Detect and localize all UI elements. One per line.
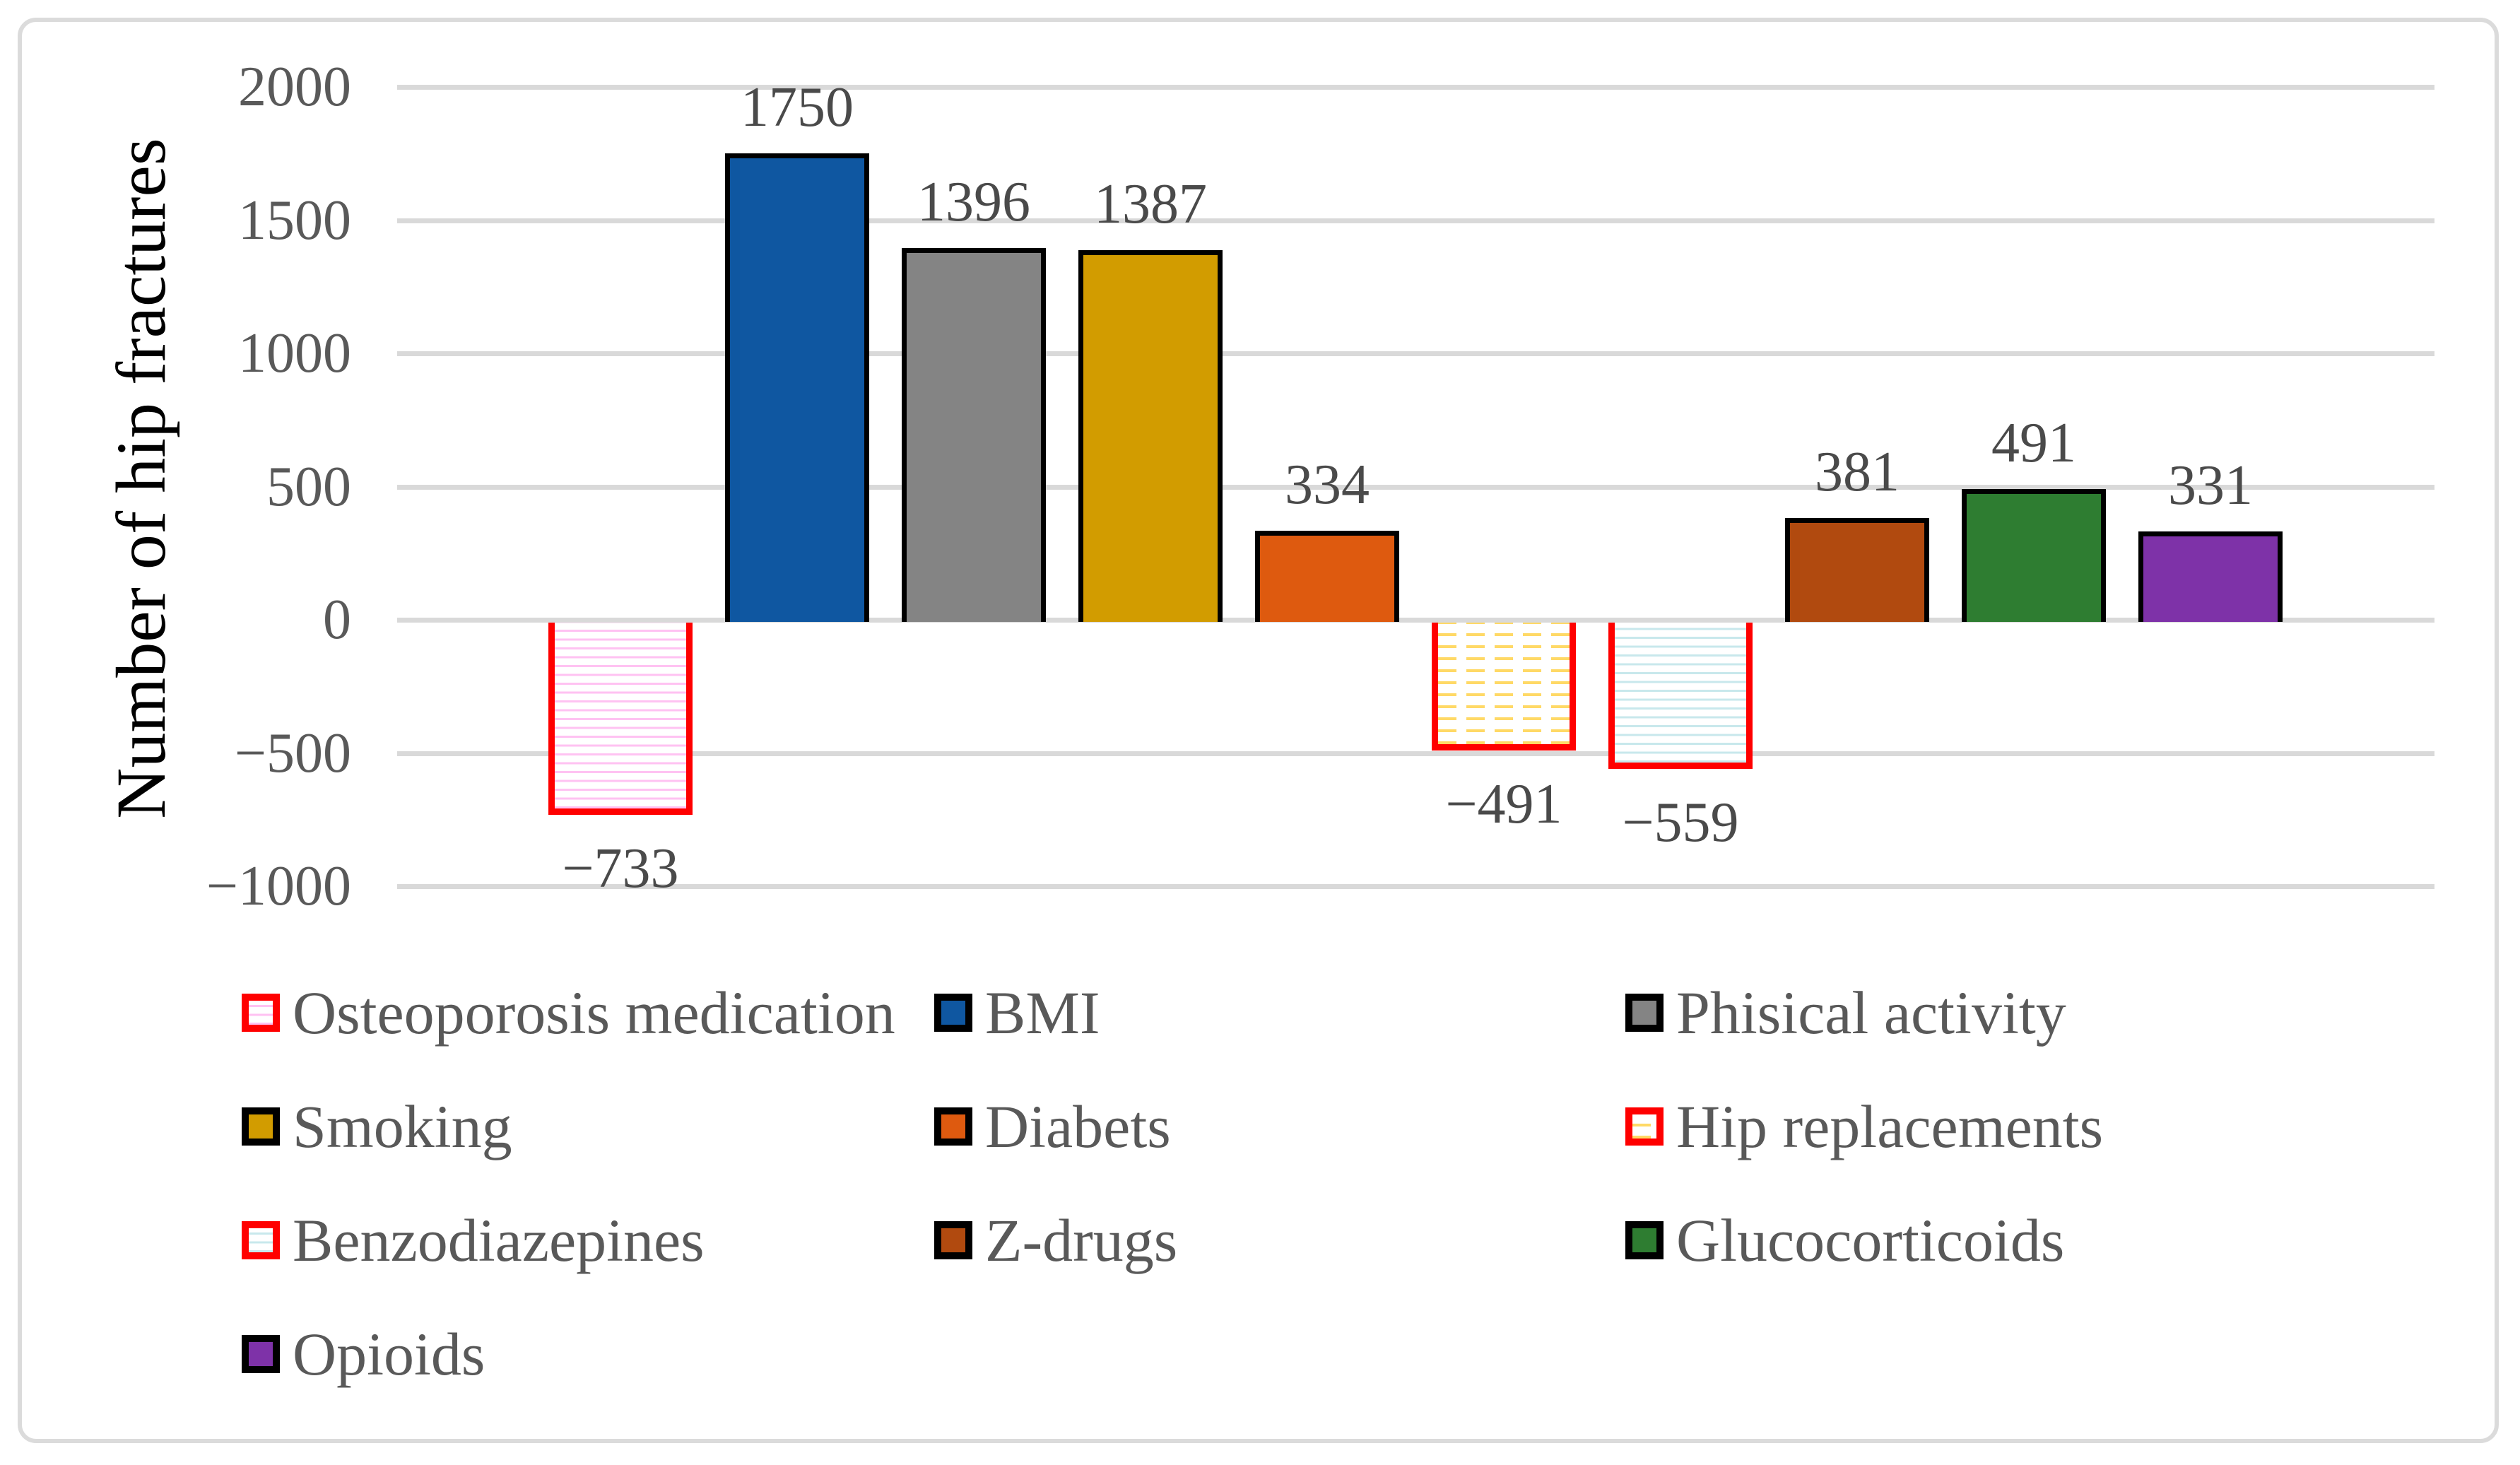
chart-frame	[18, 18, 2499, 1443]
bar-benzodiazepines	[1608, 623, 1753, 769]
legend-label-bmi: BMI	[985, 979, 1100, 1047]
legend-label-opioids: Opioids	[293, 1320, 485, 1388]
bar-glucocorticoids	[1962, 488, 2106, 622]
legend-swatch-bmi	[934, 994, 972, 1032]
legend-swatch-z-drugs	[934, 1221, 972, 1259]
gridline-500	[397, 484, 2434, 490]
tick-label-1500: 1500	[238, 189, 351, 252]
value-label-diabets: 334	[1285, 454, 1370, 517]
legend-swatch-glucocorticoids	[1625, 1221, 1664, 1259]
gridline-0	[397, 618, 2434, 623]
value-label-opioids: 331	[2168, 454, 2253, 517]
value-label-glucocorticoids: 491	[1991, 411, 2076, 474]
bar-z-drugs	[1785, 518, 1929, 622]
value-label-smoking: 1387	[1094, 173, 1207, 236]
tick-label--1000: −1000	[206, 855, 351, 917]
bar-hip-replacements	[1432, 623, 1576, 751]
gridline-1000	[397, 351, 2434, 356]
gridline--500	[397, 751, 2434, 756]
legend-swatch-hip-replacements	[1625, 1107, 1664, 1146]
legend-label-osteoporosis-medication: Osteoporosis medication	[293, 979, 895, 1047]
value-label-phisical-activity: 1396	[917, 170, 1030, 233]
legend-swatch-phisical-activity	[1625, 994, 1664, 1032]
legend-label-phisical-activity: Phisical activity	[1676, 979, 2066, 1047]
tick-label-2000: 2000	[238, 56, 351, 118]
gridline-1500	[397, 218, 2434, 223]
legend-label-hip-replacements: Hip replacements	[1676, 1093, 2104, 1160]
tick-label-0: 0	[323, 589, 351, 651]
legend-swatch-diabets	[934, 1107, 972, 1146]
bar-bmi	[725, 153, 869, 622]
legend-swatch-osteoporosis-medication	[242, 994, 280, 1032]
legend-label-smoking: Smoking	[293, 1093, 512, 1160]
bar-osteoporosis-medication	[548, 623, 693, 816]
bar-diabets	[1255, 531, 1399, 622]
gridline--1000	[397, 884, 2434, 889]
value-label-bmi: 1750	[741, 76, 854, 139]
bar-phisical-activity	[902, 247, 1046, 622]
legend-swatch-smoking	[242, 1107, 280, 1146]
value-label-osteoporosis-medication: −733	[562, 837, 679, 900]
legend-label-z-drugs: Z-drugs	[985, 1206, 1178, 1274]
gridline-2000	[397, 85, 2434, 90]
legend-label-diabets: Diabets	[985, 1093, 1171, 1160]
legend-swatch-benzodiazepines	[242, 1221, 280, 1259]
bar-smoking	[1078, 250, 1223, 622]
legend-label-benzodiazepines: Benzodiazepines	[293, 1206, 705, 1274]
bar-opioids	[2138, 531, 2283, 622]
tick-label-500: 500	[266, 455, 351, 518]
value-label-hip-replacements: −491	[1445, 773, 1562, 836]
value-label-benzodiazepines: −559	[1622, 791, 1739, 854]
value-label-z-drugs: 381	[1815, 441, 1900, 504]
legend-label-glucocorticoids: Glucocorticoids	[1676, 1206, 2065, 1274]
tick-label--500: −500	[234, 722, 351, 784]
legend-swatch-opioids	[242, 1335, 280, 1373]
tick-label-1000: 1000	[238, 322, 351, 384]
